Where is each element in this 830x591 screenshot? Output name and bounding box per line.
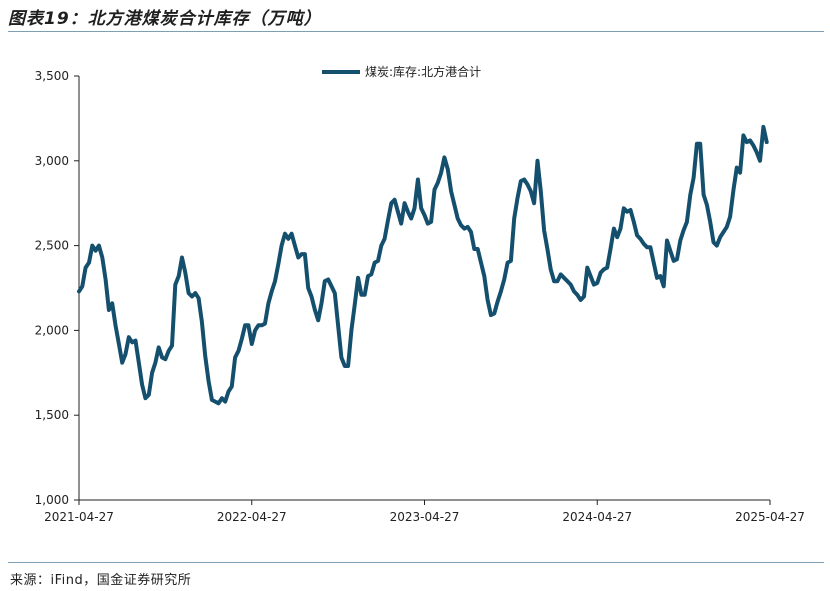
y-tick-label: 2,500 [35, 239, 69, 253]
y-axis: 1,000 1,500 2,000 2,500 3,000 3,500 [35, 69, 80, 507]
x-tick-label: 2025-04-27 [735, 510, 805, 524]
y-tick-label: 2,000 [35, 323, 69, 337]
legend-label: 煤炭:库存:北方港合计 [365, 64, 481, 79]
x-tick-label: 2021-04-27 [44, 510, 114, 524]
plot-area [77, 124, 769, 406]
x-axis: 2021-04-27 2022-04-27 2023-04-27 2024-04-27… [44, 499, 805, 524]
source-note: 来源：iFind，国金证券研究所 [10, 573, 192, 588]
line-chart: 1,000 1,500 2,000 2,500 3,000 3,500 2021-04-2… [35, 64, 805, 524]
series-line [77, 124, 769, 406]
x-tick-label: 2023-04-27 [390, 510, 460, 524]
title-rule [8, 31, 824, 32]
source-rule [8, 562, 824, 563]
x-tick-label: 2022-04-27 [217, 510, 287, 524]
y-tick-label: 1,000 [35, 493, 69, 507]
y-tick-label: 3,500 [35, 69, 69, 83]
x-tick-label: 2024-04-27 [562, 510, 632, 524]
legend: 煤炭:库存:北方港合计 [322, 64, 481, 79]
y-tick-label: 1,500 [35, 408, 69, 422]
y-tick-label: 3,000 [35, 154, 69, 168]
figure-title: 图表19：北方港煤炭合计库存（万吨） [8, 9, 322, 29]
